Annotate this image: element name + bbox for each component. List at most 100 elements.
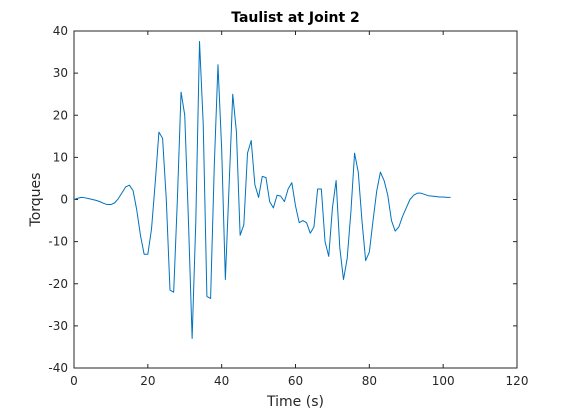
data-point — [96, 200, 97, 201]
data-point — [136, 209, 137, 210]
data-point — [214, 165, 215, 166]
y-tick-label: 40 — [53, 24, 68, 38]
data-point — [302, 220, 303, 221]
data-point — [77, 198, 78, 199]
data-point — [73, 199, 74, 200]
data-point — [184, 115, 185, 116]
data-point — [114, 202, 115, 203]
data-point — [169, 289, 170, 290]
data-point — [339, 247, 340, 248]
data-point — [417, 193, 418, 194]
data-point — [409, 199, 410, 200]
data-point — [144, 254, 145, 255]
data-point — [251, 140, 252, 141]
data-point — [391, 220, 392, 221]
y-tick-label: -30 — [48, 319, 68, 333]
x-tick-label: 80 — [362, 374, 377, 388]
data-point — [313, 226, 314, 227]
data-point — [443, 196, 444, 197]
data-point — [92, 199, 93, 200]
data-point — [295, 205, 296, 206]
series-line — [73, 41, 451, 340]
data-point — [99, 201, 100, 202]
data-point — [195, 220, 196, 221]
data-point — [217, 64, 218, 65]
chart-title: Taulist at Joint 2 — [231, 10, 360, 26]
data-point — [240, 235, 241, 236]
data-point — [276, 195, 277, 196]
data-point — [118, 198, 119, 199]
data-point — [88, 198, 89, 199]
x-tick-label: 120 — [506, 374, 529, 388]
data-point — [413, 195, 414, 196]
data-point — [350, 212, 351, 213]
x-tick-label: 100 — [432, 374, 455, 388]
data-point — [336, 180, 337, 181]
data-point — [354, 153, 355, 154]
data-point — [324, 241, 325, 242]
data-point — [288, 188, 289, 189]
data-point — [291, 182, 292, 183]
data-point — [232, 94, 233, 95]
y-tick-label: 0 — [60, 193, 68, 207]
y-tick-label: -10 — [48, 235, 68, 249]
data-point — [376, 190, 377, 191]
data-point — [147, 254, 148, 255]
y-tick-label: -40 — [48, 361, 68, 375]
y-tick-label: -20 — [48, 277, 68, 291]
data-point — [420, 193, 421, 194]
x-tick-label: 40 — [214, 374, 229, 388]
y-axis-title: Torques — [28, 173, 44, 228]
data-point — [132, 190, 133, 191]
y-tick-label: 30 — [53, 66, 68, 80]
data-point — [162, 138, 163, 139]
data-point — [210, 298, 211, 299]
data-point — [343, 279, 344, 280]
data-point — [206, 296, 207, 297]
data-point — [129, 185, 130, 186]
data-point — [273, 207, 274, 208]
data-point — [387, 195, 388, 196]
data-point — [110, 204, 111, 205]
data-point — [221, 148, 222, 149]
data-point — [435, 196, 436, 197]
data-point — [180, 91, 181, 92]
data-point — [158, 132, 159, 133]
y-tick-label: 10 — [53, 150, 68, 164]
series-group — [73, 41, 451, 340]
data-point — [236, 132, 237, 133]
data-point — [358, 172, 359, 173]
data-point — [125, 186, 126, 187]
data-point — [347, 258, 348, 259]
data-point — [254, 184, 255, 185]
x-axis-title: Time (s) — [266, 394, 324, 410]
data-point — [380, 172, 381, 173]
data-point — [203, 123, 204, 124]
data-point — [140, 235, 141, 236]
data-point — [199, 41, 200, 42]
data-point — [450, 197, 451, 198]
data-point — [398, 226, 399, 227]
data-point — [395, 230, 396, 231]
data-point — [280, 196, 281, 197]
data-point — [107, 204, 108, 205]
data-point — [299, 222, 300, 223]
data-point — [328, 256, 329, 257]
data-point — [258, 197, 259, 198]
data-point — [265, 177, 266, 178]
data-point — [121, 192, 122, 193]
data-point — [225, 279, 226, 280]
x-tick-label: 60 — [288, 374, 303, 388]
data-point — [243, 224, 244, 225]
data-point — [166, 199, 167, 200]
data-point — [284, 201, 285, 202]
y-tick-label: 20 — [53, 108, 68, 122]
data-point — [439, 196, 440, 197]
data-point — [369, 252, 370, 253]
data-point — [406, 207, 407, 208]
data-point — [177, 199, 178, 200]
data-point — [431, 196, 432, 197]
